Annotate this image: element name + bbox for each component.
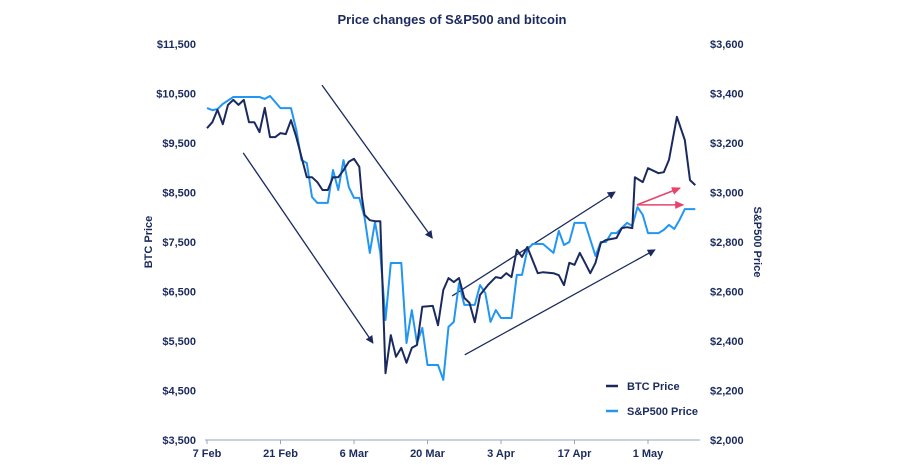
y-axis-right-title: S&P500 Price xyxy=(751,207,763,278)
chart-title: Price changes of S&P500 and bitcoin xyxy=(337,12,566,27)
y-tick-right: $2,600 xyxy=(710,287,744,299)
x-tick-label: 20 Mar xyxy=(410,448,446,460)
y-tick-left: $5,500 xyxy=(162,336,196,348)
y-tick-left: $8,500 xyxy=(162,188,196,200)
y-tick-left: $11,500 xyxy=(157,39,196,51)
legend-label-btc: BTC Price xyxy=(627,381,680,393)
y-tick-right: $2,000 xyxy=(710,435,744,447)
legend-label-sp500: S&P500 Price xyxy=(627,406,698,418)
x-tick-label: 21 Feb xyxy=(263,448,298,460)
x-tick-label: 6 Mar xyxy=(340,448,369,460)
legend: BTC Price S&P500 Price xyxy=(606,381,698,418)
x-tick-label: 1 May xyxy=(633,448,664,460)
y-tick-left: $7,500 xyxy=(162,237,196,249)
y-tick-right: $3,000 xyxy=(710,188,744,200)
series-line-sp500 xyxy=(206,95,696,381)
y-tick-left: $9,500 xyxy=(162,138,196,150)
trend-arrow xyxy=(242,152,374,344)
series-line-btc xyxy=(206,98,696,375)
y-tick-right: $2,800 xyxy=(710,237,744,249)
y-tick-left: $4,500 xyxy=(162,386,196,398)
x-tick-label: 3 Apr xyxy=(487,448,515,460)
y-tick-left: $3,500 xyxy=(162,435,196,447)
y-axis-left-title: BTC Price xyxy=(143,216,155,269)
y-tick-right: $3,400 xyxy=(710,89,744,101)
trend-arrow xyxy=(321,84,433,239)
highlight-arrow xyxy=(636,187,681,206)
x-tick-label: 17 Apr xyxy=(558,448,593,460)
y-tick-right: $3,200 xyxy=(710,138,744,150)
y-tick-right: $2,400 xyxy=(710,336,744,348)
y-tick-right: $2,200 xyxy=(710,386,744,398)
x-tick-label: 7 Feb xyxy=(193,448,222,460)
y-tick-left: $10,500 xyxy=(156,89,196,101)
y-tick-right: $3,600 xyxy=(710,39,744,51)
y-tick-left: $6,500 xyxy=(162,287,196,299)
trend-arrow xyxy=(464,249,656,356)
